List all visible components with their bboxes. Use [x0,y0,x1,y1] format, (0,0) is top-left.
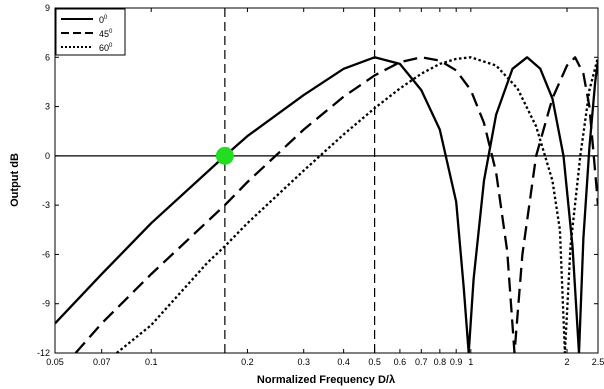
tick-layer: 0.05 0.07 0.1 0.2 0.3 0.4 0.5 0.6 0.7 0.8 0.9 1 2 2.5… [37,3,604,367]
legend: 00 450 600 [55,8,126,56]
x-tick-label: 0.8 [434,357,447,367]
reference-lines [55,8,598,353]
x-axis-title: Normalized Frequency D/λ [257,374,395,386]
y-tick-label: -9 [42,299,50,309]
y-tick-label: -12 [37,348,50,358]
x-tick-label: 0.5 [368,357,381,367]
plot-area [54,7,599,354]
highlight-marker [215,146,234,165]
series-layer [55,56,598,353]
x-tick-label: 0.4 [337,357,350,367]
legend-label-45: 450 [99,29,113,39]
x-tick-label: 0.2 [241,357,254,367]
series-line-0 [55,56,598,353]
x-tick-label: 0.3 [297,357,310,367]
series-line-60 [115,56,598,353]
y-tick-label: 9 [45,3,50,13]
y-tick-label: -6 [42,249,50,259]
legend-label-60: 600 [99,43,113,53]
x-tick-label: 2.5 [592,357,604,367]
x-tick-label: 1 [468,357,473,367]
x-tick-label: 0.6 [394,357,407,367]
x-tick-label: 0.1 [145,357,158,367]
y-axis-title: Output dB [9,153,21,207]
y-tick-label: 6 [45,52,50,62]
marker-layer [215,146,234,165]
x-tick-label: 0.7 [415,357,428,367]
x-tick-label: 0.9 [450,357,463,367]
x-tick-label: 0.05 [46,357,64,367]
series-line-45 [74,56,598,353]
y-tick-label: 0 [45,151,50,161]
y-tick-label: 3 [45,102,50,112]
x-tick-label: 2 [565,357,570,367]
legend-label-0: 00 [99,15,108,25]
y-tick-label: -3 [42,200,50,210]
x-tick-label: 0.07 [93,357,111,367]
